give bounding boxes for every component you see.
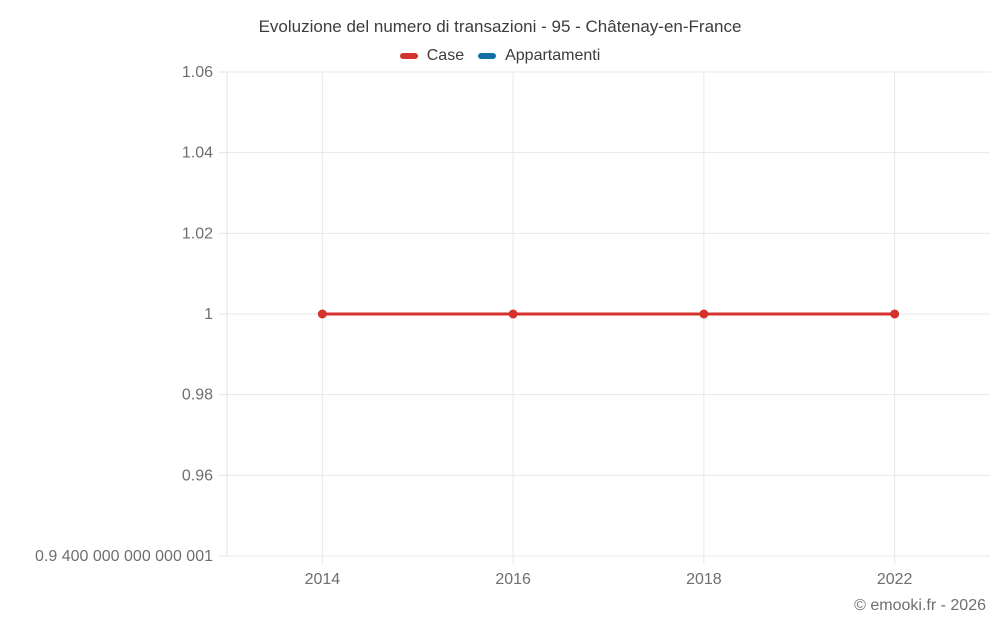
data-point-case-2022[interactable] <box>890 309 900 319</box>
y-tick-label: 1.02 <box>182 225 213 242</box>
legend-item-label: Appartamenti <box>505 47 601 64</box>
legend-item-appartamenti[interactable]: Appartamenti <box>478 47 600 65</box>
data-point-case-2018[interactable] <box>699 309 709 319</box>
watermark-credit: © emooki.fr - 2026 <box>854 597 986 614</box>
y-tick-label: 0.9 400 000 000 000 001 <box>35 548 213 565</box>
x-tick-label: 2016 <box>495 571 531 588</box>
y-tick-label: 1.04 <box>182 145 213 162</box>
chart-title: Evoluzione del numero di transazioni - 9… <box>258 17 742 36</box>
y-tick-label: 1.06 <box>182 64 213 81</box>
x-tick-label: 2022 <box>877 571 913 588</box>
legend-item-label: Case <box>426 47 465 64</box>
y-tick-label: 0.98 <box>182 387 213 404</box>
y-tick-label: 0.96 <box>182 467 213 484</box>
legend-item-case[interactable]: Case <box>399 47 465 65</box>
appartamenti-series-swatch-icon <box>478 53 497 59</box>
x-tick-label: 2018 <box>686 571 722 588</box>
x-tick-label: 2014 <box>305 571 341 588</box>
case-series-swatch-icon <box>399 53 418 59</box>
data-point-case-2014[interactable] <box>317 309 327 319</box>
chart-legend: Case Appartamenti <box>0 47 1000 65</box>
data-point-case-2016[interactable] <box>508 309 518 319</box>
y-tick-label: 1 <box>204 306 213 323</box>
